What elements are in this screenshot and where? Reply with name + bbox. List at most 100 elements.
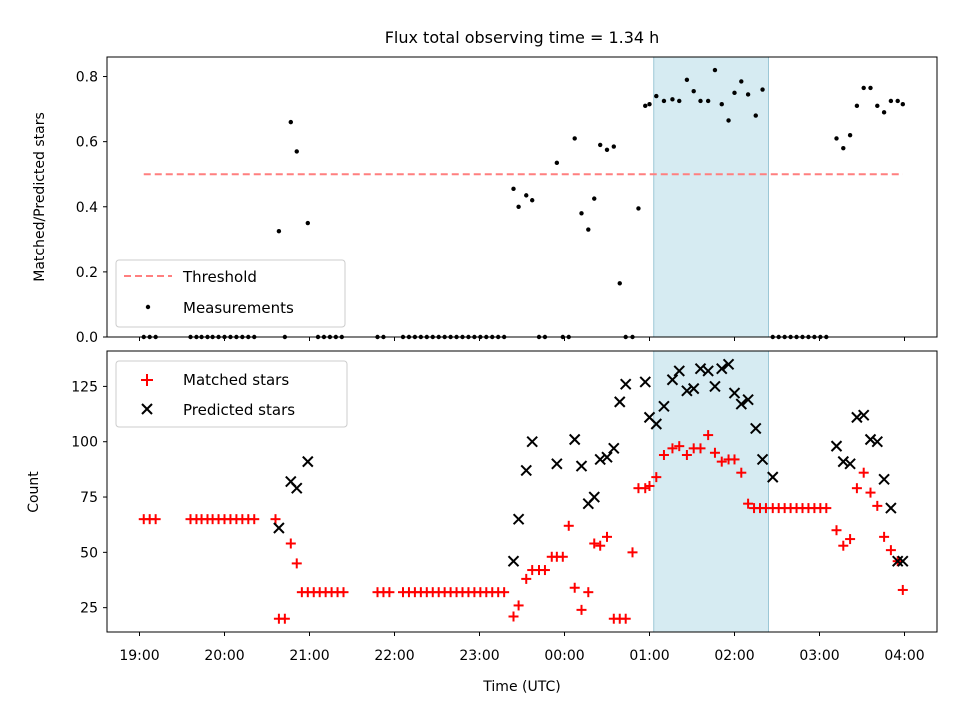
predicted-star-point — [551, 458, 563, 470]
legend-top: Threshold Measurements — [115, 259, 346, 328]
predicted-star-point — [575, 460, 588, 472]
measurement-point — [294, 149, 299, 154]
measurement-point — [834, 136, 839, 141]
legend-matched-label: Matched stars — [183, 371, 289, 389]
measurement-point — [739, 79, 744, 84]
matched-star-point — [743, 498, 754, 509]
matched-star-point — [521, 573, 532, 584]
observing-span — [653, 350, 769, 633]
predicted-star-point — [891, 555, 904, 567]
matched-star-point — [736, 467, 747, 478]
y-tick-label: 0.6 — [76, 135, 98, 151]
observing-span — [653, 56, 769, 338]
predicted-star-point — [619, 378, 632, 390]
measurement-point — [276, 228, 282, 234]
measurement-point — [530, 198, 535, 203]
predicted-star-point — [608, 442, 620, 455]
legend-predicted-label: Predicted stars — [183, 401, 295, 419]
matched-star-point — [150, 514, 161, 525]
predicted-star-point — [291, 482, 303, 494]
predicted-star-point — [302, 455, 314, 468]
matched-star-point — [879, 531, 890, 542]
measurement-point — [598, 142, 603, 148]
measurement-point — [760, 87, 765, 92]
predicted-star-point — [568, 433, 581, 446]
measurement-point — [617, 281, 622, 286]
y-tick-label: 100 — [71, 435, 98, 451]
matched-star-point — [695, 443, 706, 454]
predicted-star-point — [851, 411, 863, 424]
legend-threshold-label: Threshold — [182, 268, 257, 286]
predicted-star-point — [837, 455, 850, 468]
predicted-star-point — [735, 398, 748, 410]
predicted-star-point — [588, 491, 600, 503]
legend-bottom: Matched stars Predicted stars — [115, 360, 348, 428]
y-tick-label: 0.4 — [76, 200, 98, 216]
matched-star-point — [703, 430, 714, 441]
x-tick-label: 19:00 — [119, 648, 159, 664]
matched-star-point — [821, 503, 832, 514]
predicted-star-point — [681, 385, 693, 397]
measurement-point — [654, 93, 659, 99]
measurement-point — [586, 227, 591, 232]
measurement-point — [847, 132, 853, 138]
series-predicted-stars — [273, 358, 909, 567]
measurement-point — [895, 98, 900, 104]
y-axis-label-count: Count — [26, 471, 42, 513]
matched-star-point — [279, 613, 290, 624]
measurement-point — [647, 102, 652, 107]
matched-star-point — [872, 500, 883, 511]
measurement-point — [554, 160, 560, 166]
matched-star-point — [569, 582, 580, 593]
predicted-star-point — [857, 409, 870, 421]
measurement-point — [861, 85, 866, 91]
matched-star-point — [384, 587, 395, 598]
x-tick-label: 01:00 — [629, 648, 669, 664]
measurement-point — [572, 136, 577, 141]
predicted-star-point — [673, 365, 685, 377]
measurement-point — [305, 220, 310, 226]
y-tick-label: 25 — [80, 601, 98, 617]
x-tick-label: 21:00 — [289, 648, 329, 664]
legend-bottom-box — [115, 360, 348, 428]
predicted-star-point — [871, 436, 884, 448]
y-tick-label: 0.8 — [76, 70, 98, 86]
y-tick-label: 125 — [71, 379, 98, 395]
measurement-point — [524, 193, 529, 198]
matched-star-point — [589, 538, 600, 549]
series-matched-stars — [138, 430, 908, 624]
matched-star-point — [709, 447, 720, 458]
matched-star-point — [729, 454, 740, 465]
matched-star-point — [667, 443, 678, 454]
predicted-star-point — [830, 440, 843, 452]
measurement-point — [516, 204, 521, 209]
measurement-point — [732, 90, 737, 96]
measurement-point — [661, 98, 667, 104]
measurement-point — [592, 196, 597, 201]
measurement-point — [670, 97, 675, 102]
predicted-star-point — [709, 380, 721, 393]
measurement-point — [900, 102, 905, 107]
predicted-star-point — [507, 555, 520, 567]
predicted-star-point — [844, 458, 856, 470]
matched-star-point — [602, 531, 612, 542]
measurement-point — [579, 211, 584, 216]
measurement-point — [511, 186, 516, 192]
predicted-star-point — [512, 513, 525, 525]
predicted-star-point — [650, 418, 663, 430]
predicted-star-point — [885, 502, 897, 514]
star-count-plot-frame — [106, 350, 938, 633]
predicted-star-point — [716, 362, 728, 375]
matched-star-point — [576, 604, 587, 615]
matched-star-point — [595, 540, 606, 551]
predicted-star-point — [273, 522, 285, 534]
predicted-star-point — [666, 374, 679, 386]
measurement-point — [698, 98, 703, 104]
x-tick-label: 02:00 — [714, 648, 754, 664]
legend-predicted-swatch — [141, 403, 153, 415]
predicted-star-point — [742, 393, 754, 406]
star-count-panel: 25 50 75 100 125 19:00 20:00 21:00 22:00 23:00 00:… — [26, 350, 938, 695]
legend-matched-swatch — [141, 374, 153, 386]
matched-star-point — [831, 525, 842, 536]
